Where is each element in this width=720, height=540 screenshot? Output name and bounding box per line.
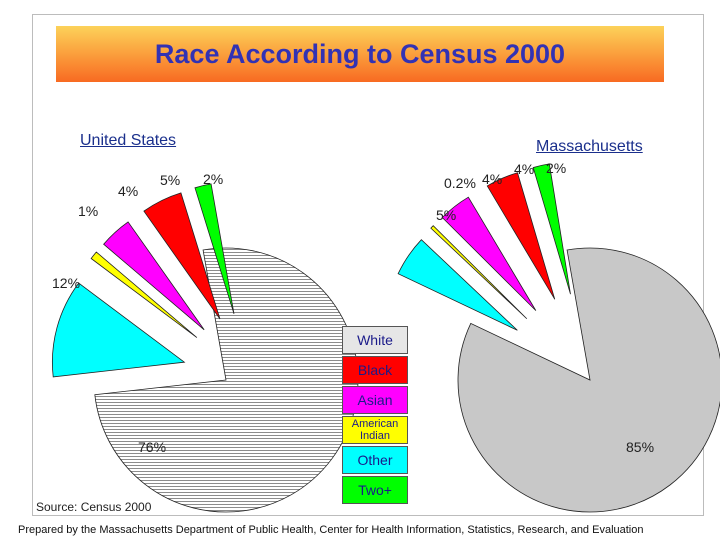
footer-credit: Prepared by the Massachusetts Department… (18, 524, 644, 536)
us-pie-slice-american-indian (90, 251, 198, 338)
legend-black: Black (342, 356, 408, 384)
us-pie-label-white: 76% (138, 439, 166, 455)
ma-pie-label-two-: 2% (546, 160, 566, 176)
source-note: Source: Census 2000 (36, 500, 152, 514)
title-banner: Race According to Census 2000 (56, 26, 664, 82)
ma-pie-slice-other (397, 239, 518, 331)
us-pie-label-asian: 4% (118, 183, 138, 199)
ma-pie-slice-two- (532, 163, 571, 295)
us-pie-slice-white (94, 247, 359, 513)
us-pie-chart: 76% 12% 1% 4% 5% 2% (52, 171, 359, 513)
ma-chart-title: Massachusetts (536, 138, 643, 155)
ma-pie-slice-american-indian (430, 225, 528, 320)
legend-two-plus: Two+ (342, 476, 408, 504)
ma-pie-label-white: 85% (626, 439, 654, 455)
ma-pie-label-other: 5% (436, 207, 456, 223)
legend-asian: Asian (342, 386, 408, 414)
legend-american-indian: American Indian (342, 416, 408, 444)
us-pie-slice-asian (103, 221, 205, 331)
us-pie-label-american-indian: 1% (78, 203, 98, 219)
page-title: Race According to Census 2000 (154, 39, 566, 69)
ma-pie-label-black: 4% (514, 161, 534, 177)
legend-white: White (342, 326, 408, 354)
us-pie-label-black: 5% (160, 172, 180, 188)
ma-pie-slice-white (457, 247, 720, 513)
ma-pie-label-american-indian: 0.2% (444, 175, 476, 191)
us-pie-slice-black (143, 192, 221, 320)
us-pie-label-two-: 2% (203, 171, 223, 187)
ma-pie-label-asian: 4% (482, 171, 502, 187)
legend-other: Other (342, 446, 408, 474)
ma-pie-slice-black (486, 172, 556, 300)
us-chart-title: United States (80, 132, 177, 149)
ma-pie-chart: 85% 5% 0.2% 4% 4% 2% (397, 160, 720, 513)
us-pie-slice-two- (194, 183, 235, 315)
us-pie-label-other: 12% (52, 275, 80, 291)
ma-pie-slice-asian (441, 196, 537, 311)
us-pie-slice-other (52, 282, 186, 378)
